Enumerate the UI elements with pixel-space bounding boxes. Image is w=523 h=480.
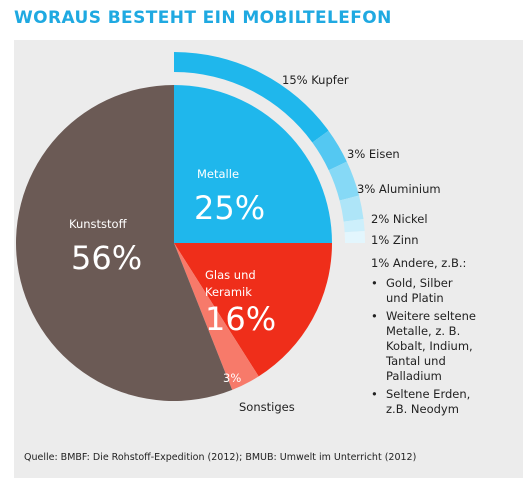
kupfer-label: 15% Kupfer: [282, 73, 349, 87]
metal-ring-nickel: [339, 195, 364, 222]
kunststoff-percent: 56%: [71, 239, 142, 277]
metal-ring-aluminium: [328, 161, 359, 201]
chart-title: WORAUS BESTEHT EIN MOBILTELEFON: [14, 8, 392, 28]
list-item: Weitere seltene: [386, 309, 476, 323]
list-item: Metalle, z. B.: [386, 324, 460, 338]
nickel-label: 2% Nickel: [371, 212, 428, 226]
list-item: Palladium: [386, 369, 442, 383]
list-item: und Platin: [386, 291, 444, 305]
andere-label: 1% Andere, z.B.:: [371, 256, 466, 270]
glas-label-line2: Keramik: [205, 285, 252, 299]
pie-slice-kunststoff: [16, 85, 233, 401]
pie-chart: Metalle 25% Kunststoff 56% Glas und Kera…: [16, 52, 476, 463]
glas-label-line1: Glas und: [205, 268, 256, 282]
list-item: Seltene Erden,: [386, 387, 470, 401]
pie-slice-sonstiges: [174, 243, 259, 390]
metal-ring-kupfer: [174, 52, 329, 143]
zinn-label: 1% Zinn: [371, 233, 419, 247]
metalle-label: Metalle: [197, 167, 239, 181]
list-item: Gold, Silber: [386, 276, 453, 290]
aluminium-label: 3% Aluminium: [357, 182, 441, 196]
list-bullet: •: [371, 309, 378, 323]
kunststoff-label: Kunststoff: [69, 217, 128, 231]
chart-panel: Metalle 25% Kunststoff 56% Glas und Kera…: [14, 40, 523, 478]
sonstiges-label: Sonstiges: [239, 400, 295, 414]
list-item: Tantal und: [385, 354, 446, 368]
pie-slice-metalle: [174, 85, 332, 243]
list-bullet: •: [371, 387, 378, 401]
metalle-percent: 25%: [194, 189, 265, 227]
eisen-label: 3% Eisen: [347, 147, 400, 161]
pie-slice-glas-und-keramik: [174, 243, 332, 377]
glas-percent: 16%: [205, 300, 276, 338]
source-note: Quelle: BMBF: Die Rohstoff-Expedition (2…: [24, 452, 416, 463]
metal-ring-eisen: [312, 130, 347, 171]
list-item: z.B. Neodym: [386, 402, 459, 416]
metal-ring-zinn: [343, 219, 365, 233]
sonstiges-percent: 3%: [223, 371, 241, 385]
metal-ring-layer: [174, 52, 365, 243]
list-bullet: •: [371, 276, 378, 290]
pie-layer: [16, 85, 332, 401]
metal-ring-andere: [344, 231, 365, 243]
list-item: Kobalt, Indium,: [386, 339, 473, 353]
